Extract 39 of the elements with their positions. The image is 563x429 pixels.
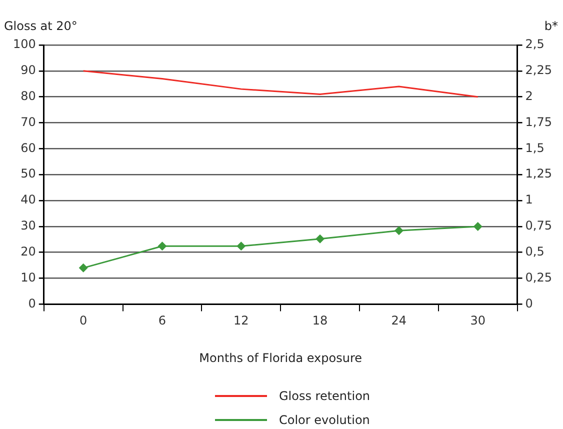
y-tick-label: 10 [20, 270, 36, 284]
x-tick-label: 12 [234, 314, 249, 328]
x-tick-label: 18 [312, 314, 328, 328]
point [158, 242, 167, 251]
y2-axis-title: b* [544, 19, 558, 34]
y2-tick-label: 2 [525, 88, 533, 103]
y-tick-label: 30 [20, 218, 36, 233]
y-tick-label: 90 [20, 63, 36, 78]
y-tick-label: 20 [20, 244, 36, 258]
y2-tick-label: 1,25 [525, 166, 552, 181]
point [78, 263, 88, 272]
y-tick-label: 0 [28, 296, 36, 310]
y2-tick-label: 1 [525, 192, 533, 207]
legend-label: Gloss retention [279, 389, 370, 403]
y2-tick-label: 0,75 [525, 218, 552, 233]
legend-label: Color evolution [279, 413, 370, 427]
point [236, 242, 246, 251]
y2-tick-label: 2,25 [525, 63, 552, 78]
point [473, 222, 482, 231]
y2-tick-label: 0 [525, 296, 533, 310]
point [316, 234, 325, 244]
y2-tick-label: 1,75 [525, 114, 552, 129]
y2-tick-label: 2,5 [525, 37, 544, 52]
y2-tick-label: 1,5 [525, 140, 544, 155]
y2-tick-label: 0,25 [525, 270, 552, 284]
x-tick-label: 30 [470, 314, 486, 328]
point [394, 226, 404, 236]
x-tick-label: 0 [80, 314, 88, 328]
y-axis-title: Gloss at 20° [4, 19, 78, 34]
x-axis-title: Months of Florida exposure [199, 350, 362, 365]
y2-tick-label: 0,5 [525, 244, 544, 258]
x-tick-label: 24 [391, 314, 407, 328]
y-tick-label: 70 [20, 114, 36, 129]
y-tick-label: 60 [20, 140, 36, 155]
y-tick-label: 50 [20, 166, 36, 181]
y-tick-label: 100 [13, 37, 36, 52]
y-tick-label: 40 [20, 192, 36, 207]
x-tick-label: 6 [158, 314, 166, 328]
y-tick-label: 80 [20, 88, 36, 103]
